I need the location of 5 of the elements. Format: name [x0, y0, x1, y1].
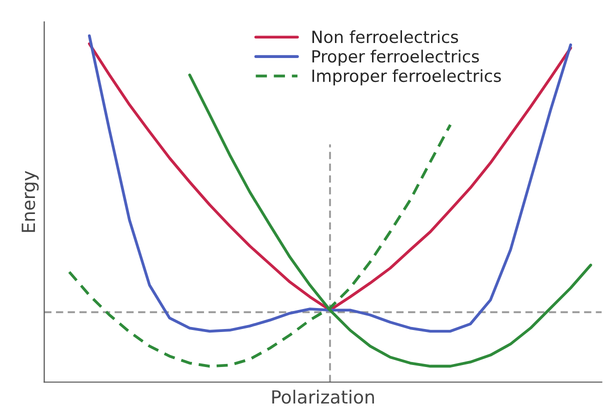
- legend-label: Non ferroelectrics: [312, 30, 458, 44]
- x-axis-title: Polarization: [272, 390, 374, 404]
- legend-label: Proper ferroelectrics: [312, 50, 479, 66]
- y-axis-title: Energy: [22, 170, 39, 232]
- legend-label: Improper ferroelectrics: [312, 69, 501, 86]
